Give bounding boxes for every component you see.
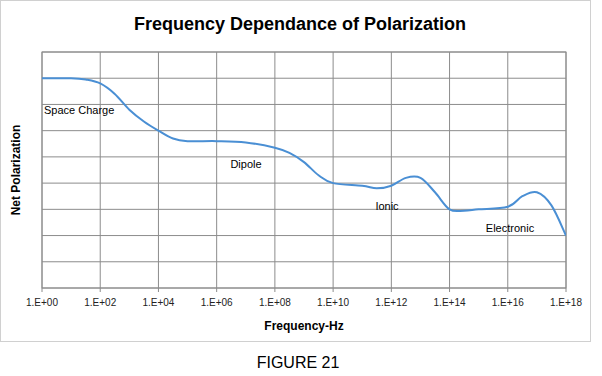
chart: 1.E+00 1.E+02 1.E+04 1.E+06 1.E+08 1.E+10 1.E+…	[0, 0, 602, 376]
x-tick	[333, 288, 334, 292]
x-tick-label: 1.E+06	[201, 297, 233, 308]
y-grid-line	[42, 235, 566, 236]
y-grid-line	[42, 261, 566, 262]
x-axis-title: Frequency-Hz	[264, 319, 343, 333]
x-tick-label: 1.E+00	[26, 297, 58, 308]
y-grid-line	[42, 183, 566, 184]
x-grid-line	[391, 52, 392, 288]
x-tick-label: 1.E+02	[84, 297, 116, 308]
x-grid-line	[216, 52, 217, 288]
x-tick	[158, 288, 159, 292]
x-grid-line	[100, 52, 101, 288]
grid	[42, 52, 566, 292]
x-tick-label: 1.E+10	[317, 297, 349, 308]
plot-area	[42, 78, 566, 235]
x-tick	[100, 288, 101, 292]
x-grid-line	[507, 52, 508, 288]
annotation: Electronic	[486, 222, 535, 234]
x-tick	[566, 288, 567, 292]
x-tick-label: 1.E+14	[434, 297, 466, 308]
x-tick	[42, 288, 43, 292]
plot-frame	[42, 52, 566, 288]
x-tick-label: 1.E+04	[142, 297, 174, 308]
y-grid-line	[42, 104, 566, 105]
annotation: Space Charge	[44, 104, 114, 116]
chart-frame	[1, 1, 591, 342]
x-grid-line	[449, 52, 450, 288]
x-tick	[274, 288, 275, 292]
x-tick-label: 1.E+08	[259, 297, 291, 308]
chart-title: Frequency Dependance of Polarization	[134, 14, 466, 34]
x-grid-line	[333, 52, 334, 288]
figure-caption: FIGURE 21	[257, 354, 340, 371]
y-axis-title: Net Polarization	[9, 125, 23, 216]
x-tick	[216, 288, 217, 292]
x-tick-label: 1.E+12	[375, 297, 407, 308]
x-tick	[449, 288, 450, 292]
x-grid-line	[274, 52, 275, 288]
x-tick	[391, 288, 392, 292]
annotation: Dipole	[230, 158, 261, 170]
y-grid-line	[42, 78, 566, 79]
x-tick-label: 1.E+18	[550, 297, 582, 308]
x-tick	[507, 288, 508, 292]
x-grid-line	[158, 52, 159, 288]
x-tick-label: 1.E+16	[492, 297, 524, 308]
annotation: Ionic	[375, 200, 399, 212]
series-line	[42, 78, 566, 235]
y-grid-line	[42, 156, 566, 157]
y-grid-line	[42, 130, 566, 131]
